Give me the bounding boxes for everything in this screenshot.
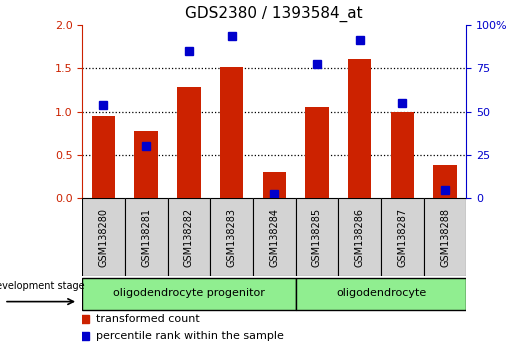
Text: GSM138286: GSM138286 (355, 208, 365, 267)
Bar (381, 198, 423, 276)
Bar (381, 198, 423, 276)
Text: GSM138285: GSM138285 (312, 207, 322, 267)
Text: GSM138280: GSM138280 (99, 208, 109, 267)
Bar (434, 165, 457, 198)
Bar (296, 198, 338, 276)
Bar (253, 198, 296, 276)
Bar (348, 59, 372, 198)
Bar (253, 198, 296, 276)
Bar (167, 198, 210, 276)
Text: percentile rank within the sample: percentile rank within the sample (95, 331, 284, 341)
Bar (210, 198, 253, 276)
Bar (177, 87, 201, 198)
Bar (262, 172, 286, 198)
Bar (296, 278, 466, 310)
Text: oligodendrocyte progenitor: oligodendrocyte progenitor (113, 288, 265, 298)
Bar (125, 198, 167, 276)
Bar (296, 198, 338, 276)
Text: GSM138282: GSM138282 (184, 207, 194, 267)
Bar (423, 198, 466, 276)
Text: development stage: development stage (0, 281, 84, 291)
Bar (423, 198, 466, 276)
Text: GSM138283: GSM138283 (227, 208, 236, 267)
Bar (210, 198, 253, 276)
Bar (220, 67, 243, 198)
Bar (82, 198, 125, 276)
Bar (82, 278, 296, 310)
Bar (338, 198, 381, 276)
Bar (135, 131, 158, 198)
Text: GSM138287: GSM138287 (398, 207, 408, 267)
Bar (92, 116, 115, 198)
Text: transformed count: transformed count (95, 314, 199, 324)
Bar (391, 112, 414, 198)
Text: GSM138284: GSM138284 (269, 208, 279, 267)
Title: GDS2380 / 1393584_at: GDS2380 / 1393584_at (186, 6, 363, 22)
Bar (82, 198, 125, 276)
Bar (338, 198, 381, 276)
Text: GSM138281: GSM138281 (141, 208, 151, 267)
Bar (125, 198, 167, 276)
Bar (167, 198, 210, 276)
Bar (305, 107, 329, 198)
Text: oligodendrocyte: oligodendrocyte (336, 288, 426, 298)
Text: GSM138288: GSM138288 (440, 208, 450, 267)
